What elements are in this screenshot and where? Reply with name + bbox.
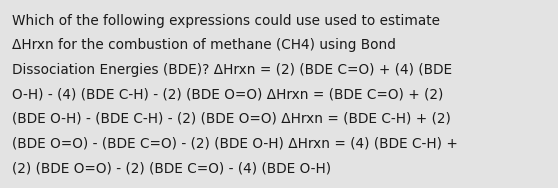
Text: Dissociation Energies (BDE)? ΔHrxn = (2) (BDE C=O) + (4) (BDE: Dissociation Energies (BDE)? ΔHrxn = (2)… [12,63,452,77]
Text: (2) (BDE O=O) - (2) (BDE C=O) - (4) (BDE O-H): (2) (BDE O=O) - (2) (BDE C=O) - (4) (BDE… [12,161,331,175]
Text: Which of the following expressions could use used to estimate: Which of the following expressions could… [12,14,440,28]
Text: O-H) - (4) (BDE C-H) - (2) (BDE O=O) ΔHrxn = (BDE C=O) + (2): O-H) - (4) (BDE C-H) - (2) (BDE O=O) ΔHr… [12,87,444,102]
Text: ΔHrxn for the combustion of methane (CH4) using Bond: ΔHrxn for the combustion of methane (CH4… [12,39,396,52]
Text: (BDE O-H) - (BDE C-H) - (2) (BDE O=O) ΔHrxn = (BDE C-H) + (2): (BDE O-H) - (BDE C-H) - (2) (BDE O=O) ΔH… [12,112,451,126]
Text: (BDE O=O) - (BDE C=O) - (2) (BDE O-H) ΔHrxn = (4) (BDE C-H) +: (BDE O=O) - (BDE C=O) - (2) (BDE O-H) ΔH… [12,136,458,151]
